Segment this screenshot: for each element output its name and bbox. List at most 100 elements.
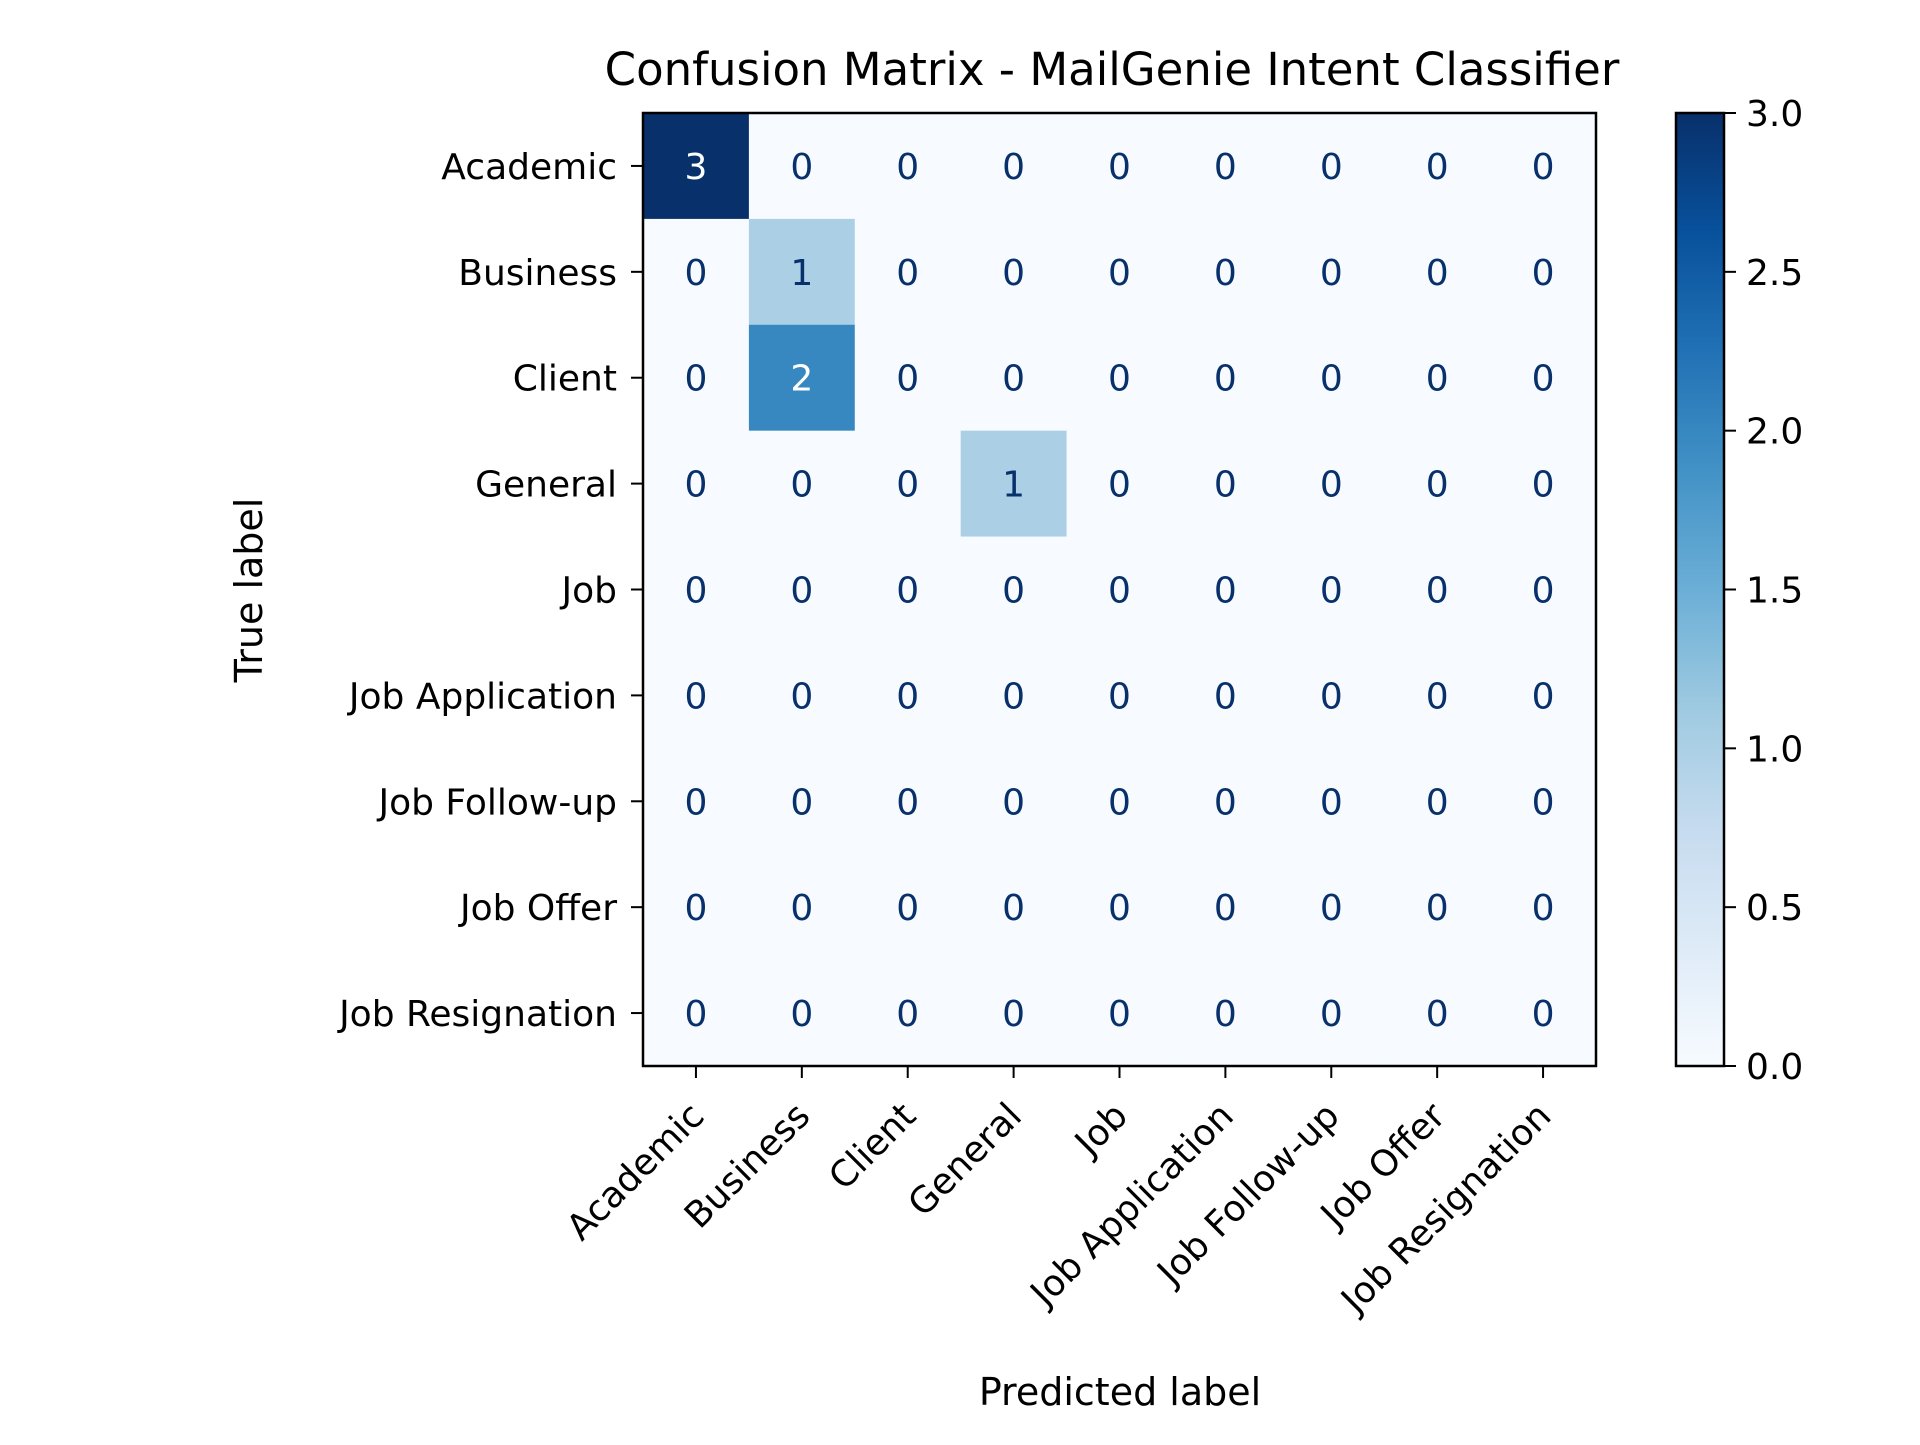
cell-value-label: 0 bbox=[684, 782, 707, 823]
cell-value-label: 0 bbox=[1214, 359, 1237, 400]
heatmap-cell bbox=[1278, 113, 1385, 220]
heatmap-cell bbox=[643, 430, 750, 538]
cell-value-label: 0 bbox=[684, 465, 707, 506]
heatmap-cell bbox=[1172, 960, 1279, 1067]
heatmap-cell bbox=[1384, 960, 1491, 1067]
cell-value-label: 0 bbox=[1320, 253, 1343, 294]
y-tick-label: Job Follow-up bbox=[376, 782, 617, 823]
cell-value-label: 0 bbox=[1532, 782, 1555, 823]
cell-value-label: 0 bbox=[1002, 676, 1025, 717]
cell-value-label: 0 bbox=[1002, 888, 1025, 929]
heatmap-cell bbox=[1278, 218, 1385, 326]
cell-value-label: 0 bbox=[896, 676, 919, 717]
y-tick-label: Job bbox=[560, 571, 618, 612]
heatmap-cell bbox=[1490, 748, 1597, 855]
heatmap-cell bbox=[960, 854, 1068, 961]
cell-value-label: 1 bbox=[790, 253, 813, 294]
colorbar-tick-label: 0.5 bbox=[1746, 888, 1803, 929]
heatmap-cell bbox=[1066, 748, 1173, 855]
cell-value-label: 0 bbox=[1320, 994, 1343, 1035]
heatmap-cell bbox=[1490, 642, 1597, 749]
cell-value-label: 0 bbox=[896, 782, 919, 823]
heatmap-cell bbox=[643, 113, 750, 220]
cell-value-label: 0 bbox=[896, 359, 919, 400]
cell-value-label: 0 bbox=[1214, 465, 1237, 506]
cell-value-label: 0 bbox=[1532, 888, 1555, 929]
cell-value-label: 0 bbox=[1532, 465, 1555, 506]
cell-value-label: 0 bbox=[1108, 571, 1131, 612]
heatmap-cell bbox=[1384, 324, 1491, 432]
heatmap-cell bbox=[1066, 536, 1173, 643]
heatmap-cell bbox=[854, 748, 962, 855]
heatmap-cell bbox=[1384, 854, 1491, 961]
heatmap-cell bbox=[960, 536, 1068, 643]
cell-value-label: 0 bbox=[1532, 676, 1555, 717]
heatmap-cell bbox=[643, 854, 750, 961]
cell-value-label: 0 bbox=[1002, 994, 1025, 1035]
cell-value-label: 0 bbox=[1214, 994, 1237, 1035]
cell-value-label: 0 bbox=[1214, 147, 1237, 188]
heatmap-cell bbox=[1278, 430, 1385, 538]
colorbar-tick-label: 2.0 bbox=[1746, 412, 1803, 453]
heatmap-cell bbox=[960, 218, 1068, 326]
heatmap-cell bbox=[643, 748, 750, 855]
colorbar-tick-label: 2.5 bbox=[1746, 253, 1803, 294]
heatmap-cell bbox=[1278, 960, 1385, 1067]
heatmap-cell bbox=[1172, 218, 1279, 326]
heatmap-cell bbox=[1066, 642, 1173, 749]
y-tick-label: Business bbox=[458, 253, 617, 294]
heatmap-cell bbox=[748, 324, 856, 432]
heatmap-cell bbox=[854, 218, 962, 326]
cell-value-label: 0 bbox=[1320, 359, 1343, 400]
heatmap-cells bbox=[643, 113, 1597, 1067]
y-tick-label: Job Resignation bbox=[337, 994, 617, 1035]
cell-value-label: 0 bbox=[1426, 782, 1449, 823]
colorbar-ticks: 0.0 0.5 1.0 1.5 2.0 2.5 3.0 bbox=[1724, 94, 1803, 1088]
heatmap-cell bbox=[1278, 854, 1385, 961]
cell-value-label: 0 bbox=[896, 994, 919, 1035]
cell-value-label: 0 bbox=[790, 676, 813, 717]
cell-value-label: 0 bbox=[1426, 359, 1449, 400]
heatmap-cell bbox=[1278, 748, 1385, 855]
heatmap-cell bbox=[1278, 642, 1385, 749]
x-tick-label: Job bbox=[1066, 1095, 1136, 1165]
heatmap-cell bbox=[1066, 218, 1173, 326]
heatmap-cell bbox=[1384, 218, 1491, 326]
cell-value-label: 0 bbox=[1426, 147, 1449, 188]
cell-value-label: 0 bbox=[684, 359, 707, 400]
heatmap-cell bbox=[1490, 218, 1597, 326]
x-tick-label: Client bbox=[821, 1095, 924, 1198]
heatmap-cell bbox=[854, 854, 962, 961]
cell-value-label: 0 bbox=[790, 888, 813, 929]
cell-value-label: 0 bbox=[1532, 147, 1555, 188]
heatmap-cell bbox=[1172, 430, 1279, 538]
y-tick-label: Academic bbox=[441, 147, 617, 188]
heatmap-cell bbox=[854, 430, 962, 538]
cell-value-label: 3 bbox=[684, 147, 707, 188]
cell-value-label: 0 bbox=[896, 147, 919, 188]
cell-value-label: 0 bbox=[896, 571, 919, 612]
heatmap-cell bbox=[1066, 324, 1173, 432]
heatmap-cell bbox=[643, 642, 750, 749]
colorbar bbox=[1674, 111, 1726, 1068]
cell-value-label: 0 bbox=[684, 571, 707, 612]
cell-value-label: 0 bbox=[1108, 465, 1131, 506]
heatmap-cell bbox=[960, 113, 1068, 220]
heatmap-cell bbox=[1490, 430, 1597, 538]
cell-value-label: 0 bbox=[1426, 253, 1449, 294]
cell-value-label: 0 bbox=[684, 676, 707, 717]
heatmap-cell bbox=[960, 430, 1068, 538]
heatmap-cell bbox=[1384, 430, 1491, 538]
cell-value-label: 0 bbox=[1320, 465, 1343, 506]
cell-value-label: 0 bbox=[1320, 782, 1343, 823]
cell-value-label: 0 bbox=[1532, 359, 1555, 400]
x-tick-label: General bbox=[901, 1095, 1030, 1224]
cell-value-label: 0 bbox=[1214, 253, 1237, 294]
heatmap-cell bbox=[960, 642, 1068, 749]
heatmap-cell bbox=[1172, 642, 1279, 749]
y-axis-label: True label bbox=[227, 498, 271, 684]
heatmap-cell bbox=[1066, 854, 1173, 961]
cell-value-label: 0 bbox=[1002, 359, 1025, 400]
cell-value-label: 0 bbox=[1108, 359, 1131, 400]
